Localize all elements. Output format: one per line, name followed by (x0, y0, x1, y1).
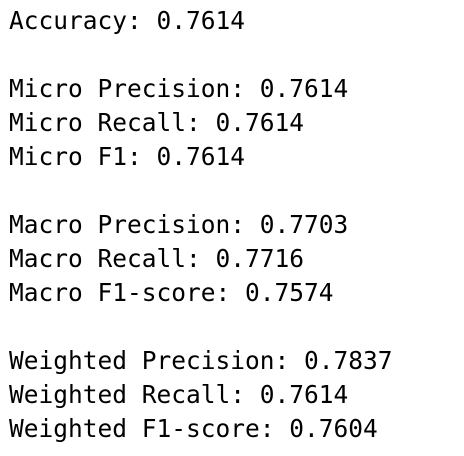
macro-precision-line: Macro Precision: 0.7703 (9, 210, 349, 239)
blank-line (9, 174, 464, 208)
weighted-recall-line: Weighted Recall: 0.7614 (9, 380, 349, 409)
macro-recall-line: Macro Recall: 0.7716 (9, 244, 305, 273)
blank-line (9, 38, 464, 72)
weighted-precision-line: Weighted Precision: 0.7837 (9, 346, 393, 375)
weighted-f1-line: Weighted F1-score: 0.7604 (9, 414, 378, 443)
micro-recall-line: Micro Recall: 0.7614 (9, 108, 305, 137)
micro-f1-line: Micro F1: 0.7614 (9, 142, 246, 171)
macro-f1-line: Macro F1-score: 0.7574 (9, 278, 334, 307)
accuracy-line: Accuracy: 0.7614 (9, 6, 246, 35)
blank-line (9, 310, 464, 344)
micro-precision-line: Micro Precision: 0.7614 (9, 74, 349, 103)
